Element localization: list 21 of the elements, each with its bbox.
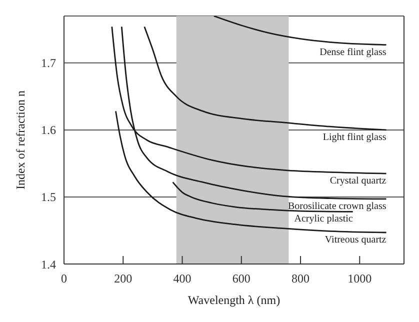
- series-label: Dense flint glass: [320, 46, 386, 58]
- y-tick-label: 1.4: [41, 257, 56, 272]
- line-series: [144, 26, 387, 131]
- y-tick-label: 1.5: [41, 190, 56, 204]
- line-series: [115, 110, 387, 234]
- x-tick-label: 400: [173, 272, 192, 286]
- x-tick-label: 1000: [348, 272, 372, 286]
- series-label: Light flint glass: [322, 132, 386, 143]
- x-tick-label: 0: [61, 272, 67, 286]
- series-label: Acrylic plastic: [294, 214, 354, 225]
- series-label: Crystal quartz: [330, 176, 387, 187]
- y-tick-label: 1.6: [41, 123, 56, 138]
- line-series: [213, 16, 387, 46]
- series-label: Vitreous quartz: [324, 234, 387, 246]
- series-label: Borosilicate crown glass: [288, 200, 386, 212]
- x-tick-label: 200: [114, 272, 132, 286]
- x-axis-title: Wavelength λ (nm): [188, 293, 280, 307]
- y-axis-title: Index of refraction n: [13, 90, 28, 190]
- y-tick-label: 1.7: [41, 56, 56, 70]
- x-tick-label: 800: [292, 272, 310, 286]
- x-tick-label: 600: [232, 272, 250, 286]
